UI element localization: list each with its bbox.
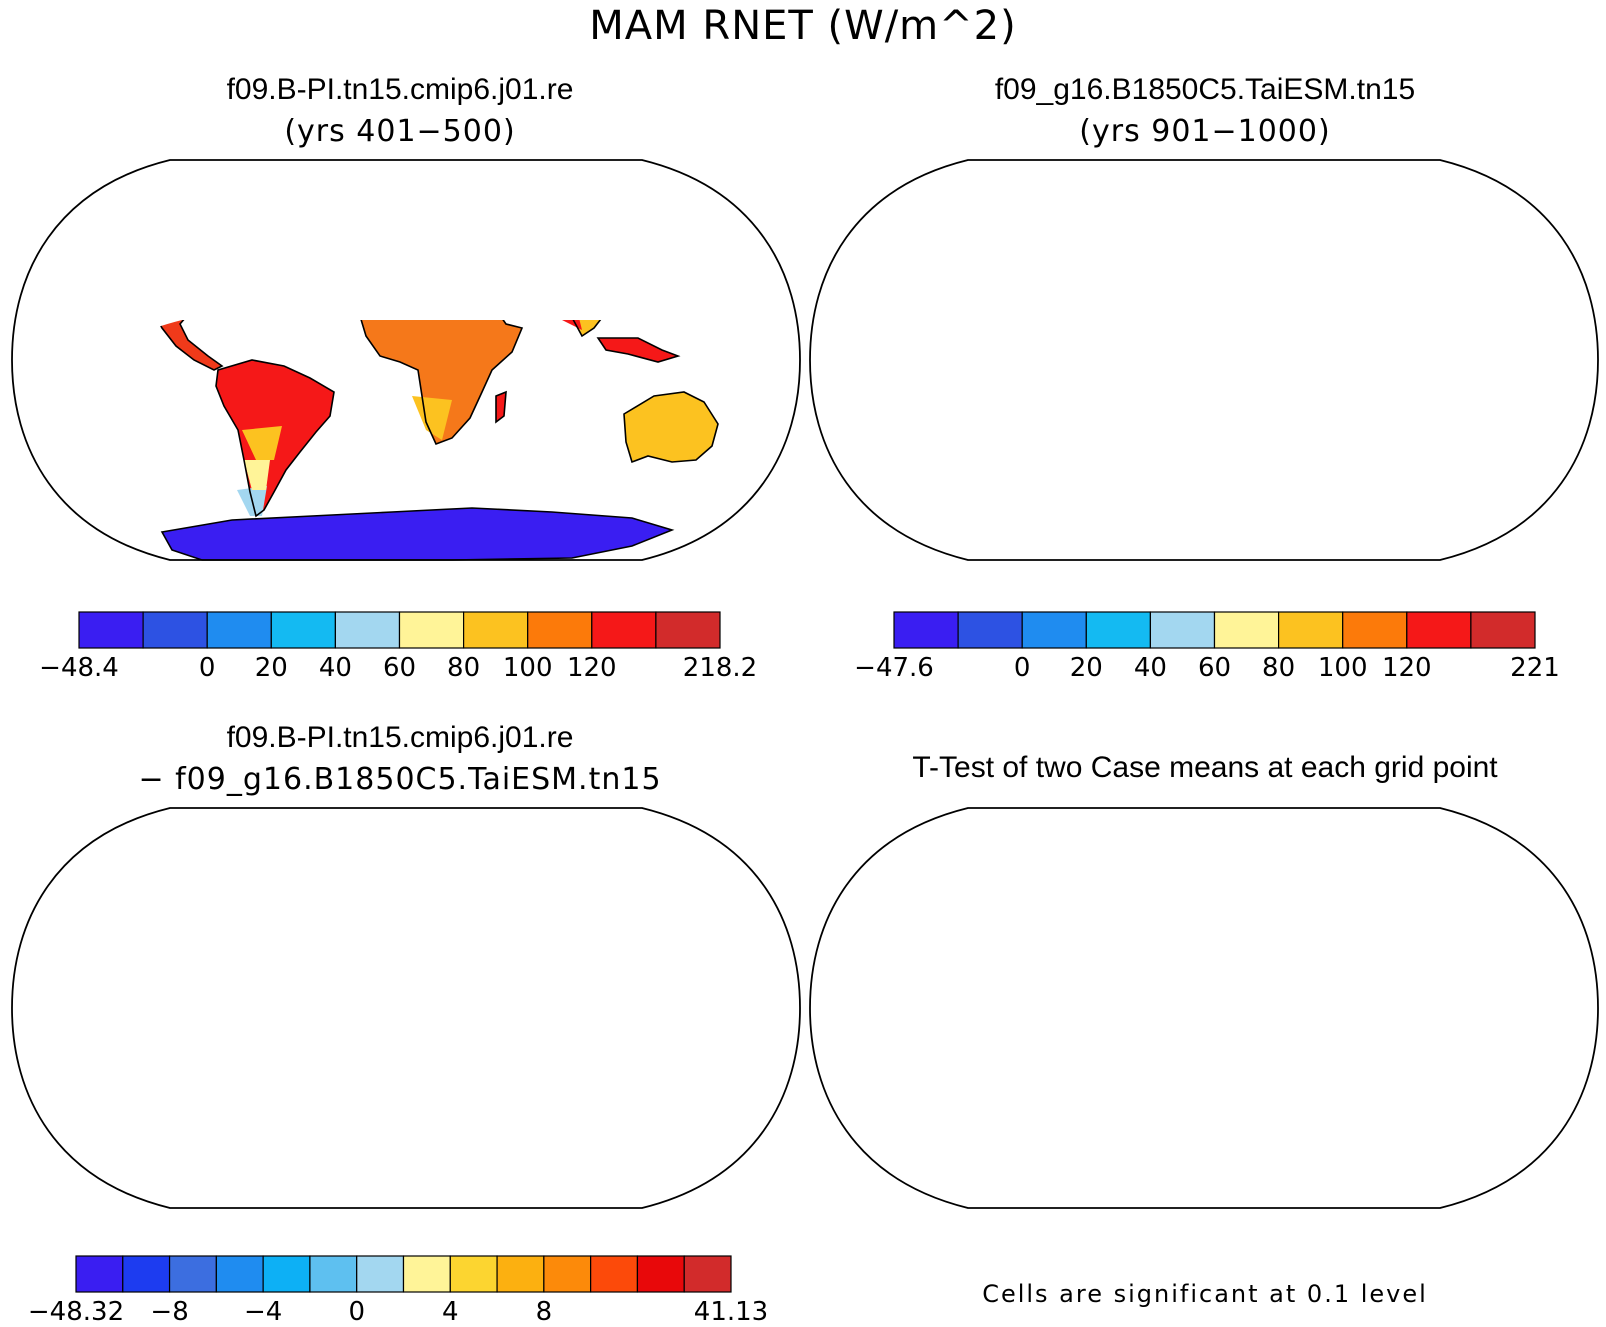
colorbar-diff: −48.32 −8 −4 0 4 8 41.13 bbox=[28, 1255, 768, 1327]
colorbar-tick-label: 40 bbox=[319, 653, 352, 683]
colorbar-tick-label: −8 bbox=[150, 1297, 188, 1327]
main-title: MAM RNET (W/m^2) bbox=[589, 3, 1017, 49]
colorbar-swatch bbox=[1470, 611, 1536, 649]
colorbar-tick-label: 80 bbox=[1262, 653, 1295, 683]
colorbar-swatch bbox=[334, 611, 401, 649]
map-diff bbox=[11, 807, 801, 1209]
case1-australia-coastline bbox=[623, 391, 719, 464]
colorbar-swatch bbox=[122, 1255, 171, 1293]
colorbar-swatch bbox=[543, 1255, 592, 1293]
case1-field-patch bbox=[412, 396, 452, 440]
colorbar-tick-label: 8 bbox=[536, 1297, 553, 1327]
colorbar-swatch bbox=[463, 611, 529, 649]
case1-indonesia-fill bbox=[598, 338, 678, 362]
colorbar-swatch bbox=[893, 611, 959, 649]
case1-madagascar-coastline bbox=[495, 390, 507, 424]
colorbar-tick-label: −47.6 bbox=[854, 653, 934, 683]
case1-africa-coastline bbox=[359, 320, 524, 446]
colorbar-tick-label: −4 bbox=[244, 1297, 282, 1327]
colorbar-swatch bbox=[402, 1255, 451, 1293]
colorbar-swatch bbox=[75, 1255, 124, 1293]
map-frame-ttest bbox=[809, 807, 1599, 1209]
colorbar-tick-label: 20 bbox=[1070, 653, 1103, 683]
colorbar-swatch bbox=[655, 611, 721, 649]
colorbar-tick-label: 41.13 bbox=[694, 1297, 768, 1327]
colorbar-tick-label: 120 bbox=[1382, 653, 1432, 683]
case1-field-patch bbox=[242, 426, 282, 460]
colorbar-swatch bbox=[206, 611, 272, 649]
case1-field-patch bbox=[244, 460, 270, 490]
case1-africa-fill bbox=[360, 320, 522, 444]
colorbar-swatch bbox=[1085, 611, 1152, 649]
colorbar-tick-label: 120 bbox=[567, 653, 617, 683]
colorbar-tick-label: 221 bbox=[1510, 653, 1560, 683]
colorbar-swatch bbox=[957, 611, 1023, 649]
colorbar-tick-label: 40 bbox=[1134, 653, 1167, 683]
colorbar-swatch bbox=[449, 1255, 498, 1293]
case1-indonesia-coastline bbox=[596, 337, 681, 363]
map-ttest bbox=[809, 807, 1599, 1209]
colorbar-swatch bbox=[636, 1255, 685, 1293]
colorbar-tick-label: 0 bbox=[1014, 653, 1031, 683]
colorbar-tick-label: 218.2 bbox=[683, 653, 757, 683]
panel-subtitle-case1: (yrs 401−500) bbox=[284, 114, 516, 149]
map-frame-case1 bbox=[11, 159, 801, 561]
colorbar-swatch bbox=[398, 611, 465, 649]
colorbar-case2: −47.6 0 20 40 60 80 100 120 221 bbox=[854, 611, 1560, 683]
colorbar-swatch bbox=[1149, 611, 1216, 649]
colorbar-swatch bbox=[168, 1255, 217, 1293]
colorbar-swatch bbox=[683, 1255, 732, 1293]
colorbar-tick-label: 80 bbox=[447, 653, 480, 683]
colorbar-tick-label: −48.32 bbox=[28, 1297, 124, 1327]
colorbar-tick-label: 100 bbox=[503, 653, 553, 683]
colorbar-swatch bbox=[215, 1255, 264, 1293]
colorbar-swatch bbox=[1213, 611, 1280, 649]
colorbar-swatch bbox=[1021, 611, 1087, 649]
map-case1 bbox=[11, 159, 801, 561]
colorbar-swatch bbox=[590, 1255, 639, 1293]
colorbar-swatch bbox=[270, 611, 336, 649]
map-case2 bbox=[809, 159, 1599, 561]
panel-title-case1: f09.B-PI.tn15.cmip6.j01.re bbox=[226, 73, 574, 106]
panel-title-case2: f09_g16.B1850C5.TaiESM.tn15 bbox=[994, 73, 1416, 106]
colorbar-swatch bbox=[1342, 611, 1408, 649]
colorbar-tick-label: 0 bbox=[199, 653, 216, 683]
panel-subtitle-case2: (yrs 901−1000) bbox=[1079, 114, 1331, 149]
case1-southAmerica-coastline bbox=[215, 359, 335, 518]
panel-title-ttest: T-Test of two Case means at each grid po… bbox=[912, 751, 1498, 784]
colorbar-swatch bbox=[591, 611, 657, 649]
colorbar-case1: −48.4 0 20 40 60 80 100 120 218.2 bbox=[39, 611, 757, 683]
colorbar-tick-label: 60 bbox=[383, 653, 416, 683]
map-frame-case2 bbox=[809, 159, 1599, 561]
colorbar-swatch bbox=[1277, 611, 1344, 649]
colorbar-tick-label: 20 bbox=[255, 653, 288, 683]
colorbar-tick-label: 100 bbox=[1318, 653, 1368, 683]
case1-australia-fill bbox=[624, 392, 718, 462]
colorbar-swatch bbox=[356, 1255, 405, 1293]
colorbar-swatch bbox=[78, 611, 144, 649]
ttest-footnote: Cells are significant at 0.1 level bbox=[982, 1280, 1428, 1308]
colorbar-tick-label: 4 bbox=[442, 1297, 459, 1327]
case1-antarctica-fill bbox=[162, 508, 672, 560]
panel-title-diff: f09.B-PI.tn15.cmip6.j01.re bbox=[226, 721, 574, 754]
colorbar-tick-label: 60 bbox=[1198, 653, 1231, 683]
colorbar-swatch bbox=[1406, 611, 1472, 649]
colorbar-swatch bbox=[262, 1255, 311, 1293]
colorbar-tick-label: 0 bbox=[348, 1297, 365, 1327]
colorbar-swatch bbox=[142, 611, 208, 649]
panel-subtitle-diff: − f09_g16.B1850C5.TaiESM.tn15 bbox=[138, 762, 662, 797]
colorbar-swatch bbox=[309, 1255, 358, 1293]
colorbar-swatch bbox=[527, 611, 593, 649]
colorbar-swatch bbox=[496, 1255, 545, 1293]
map-frame-diff bbox=[11, 807, 801, 1209]
colorbar-tick-label: −48.4 bbox=[39, 653, 119, 683]
